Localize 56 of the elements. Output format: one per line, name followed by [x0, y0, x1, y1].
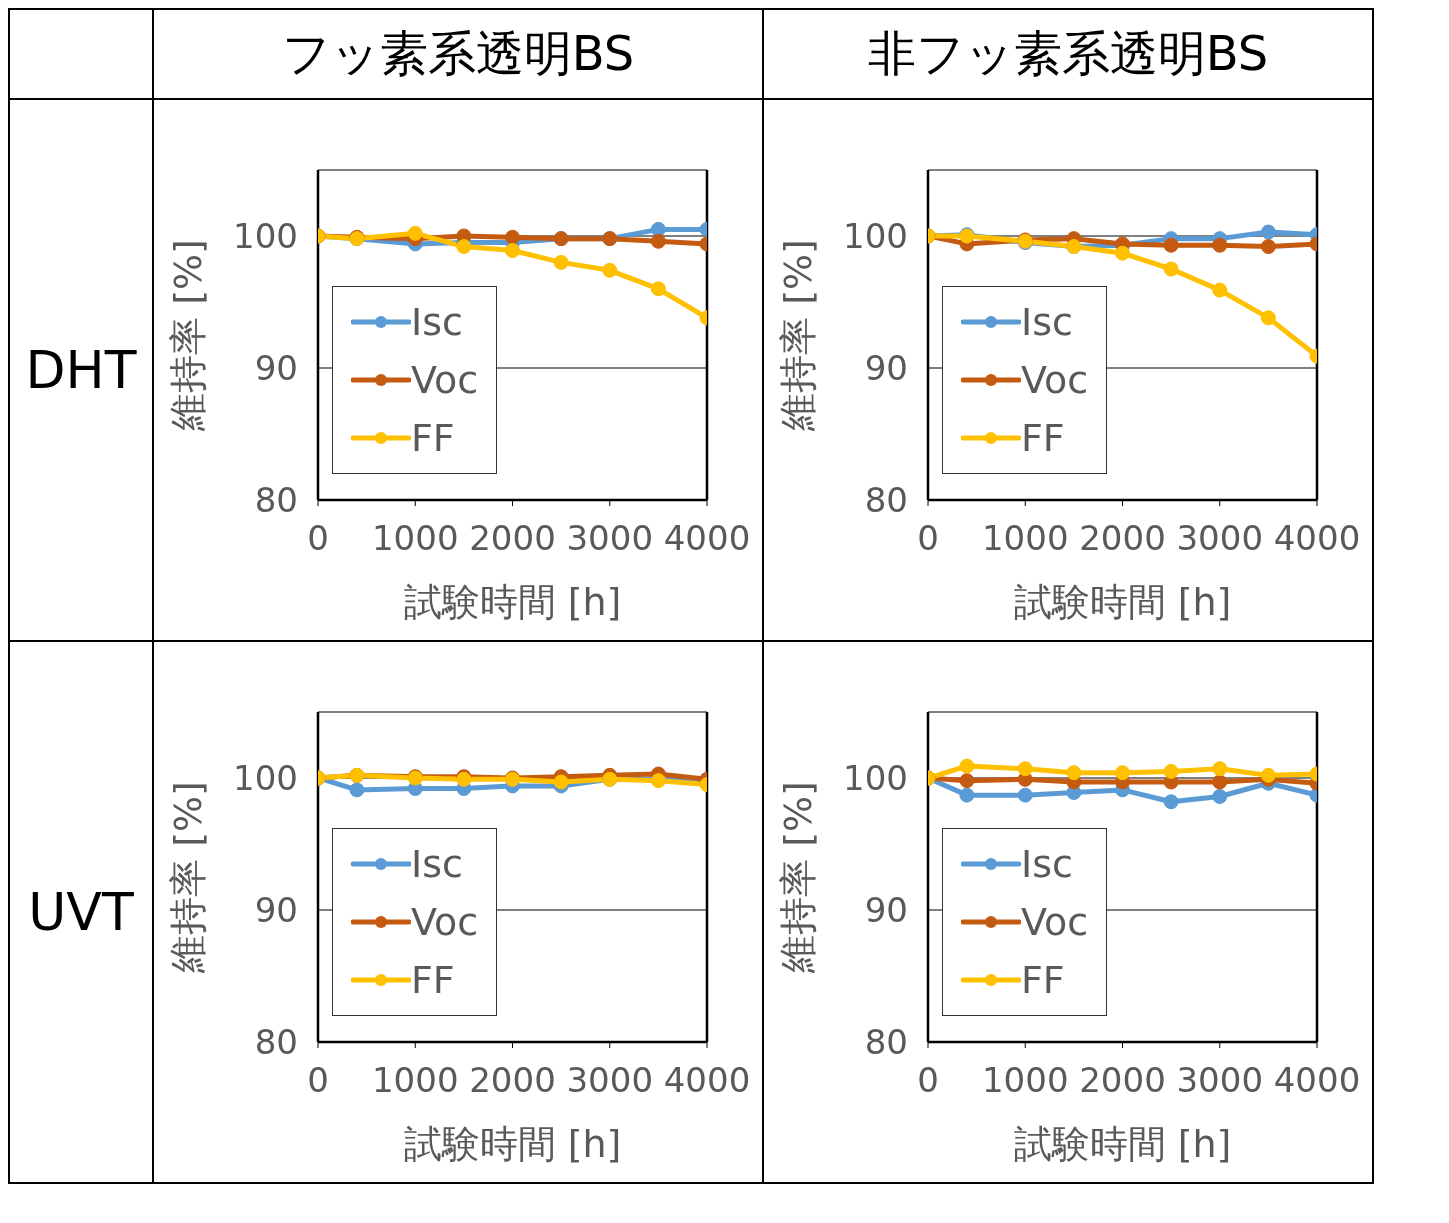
- text: UVT: [27, 882, 135, 942]
- y-axis-title: 維持率 [%]: [776, 781, 821, 974]
- legend-label: FF: [1021, 416, 1065, 460]
- y-tick-label: 90: [254, 890, 298, 931]
- legend-label: Voc: [411, 358, 479, 402]
- y-tick-label: 90: [254, 348, 298, 389]
- x-tick-label: 0: [917, 1060, 939, 1101]
- x-tick-label: 1000: [981, 1060, 1069, 1101]
- legend-label: FF: [411, 416, 455, 460]
- y-tick-label: 100: [233, 758, 298, 799]
- x-axis-title: 試験時間 [h]: [403, 580, 622, 624]
- y-tick-label: 90: [864, 890, 908, 931]
- x-tick-label: 3000: [566, 518, 654, 559]
- y-tick-label: 80: [254, 480, 298, 521]
- x-tick-label: 2000: [1079, 1060, 1166, 1101]
- x-tick-label: 3000: [566, 1060, 654, 1101]
- y-tick-label: 80: [254, 1022, 298, 1063]
- y-axis-title: 維持率 [%]: [166, 239, 211, 432]
- y-axis-title: 維持率 [%]: [166, 781, 211, 974]
- chart-title: 非フッ素系透明BS: [763, 9, 1373, 99]
- x-axis-title: 試験時間 [h]: [1013, 1122, 1232, 1166]
- y-tick-label: 90: [864, 348, 908, 389]
- x-tick-label: 2000: [469, 518, 556, 559]
- x-tick-label: 1000: [981, 518, 1069, 559]
- legend-label: Isc: [1021, 842, 1073, 886]
- legend-label: Voc: [1021, 358, 1089, 402]
- y-tick-label: 100: [843, 216, 908, 257]
- x-tick-label: 4000: [663, 518, 751, 559]
- y-tick-label: 80: [864, 1022, 908, 1063]
- legend-label: Isc: [1021, 300, 1073, 344]
- chart-title: フッ素系透明BS: [153, 9, 763, 99]
- legend-label: Isc: [411, 842, 463, 886]
- y-tick-label: 100: [843, 758, 908, 799]
- text: DHT: [24, 340, 138, 400]
- x-tick-label: 3000: [1176, 518, 1264, 559]
- y-tick-label: 80: [864, 480, 908, 521]
- x-tick-label: 3000: [1176, 1060, 1264, 1101]
- legend-label: FF: [1021, 958, 1065, 1002]
- legend-label: Voc: [1021, 900, 1089, 944]
- x-tick-label: 1000: [371, 1060, 459, 1101]
- x-axis-title: 試験時間 [h]: [1013, 580, 1232, 624]
- x-tick-label: 0: [307, 1060, 329, 1101]
- x-tick-label: 0: [307, 518, 329, 559]
- x-axis-title: 試験時間 [h]: [403, 1122, 622, 1166]
- x-tick-label: 2000: [469, 1060, 556, 1101]
- legend-label: Isc: [411, 300, 463, 344]
- y-tick-label: 100: [233, 216, 298, 257]
- x-tick-label: 2000: [1079, 518, 1166, 559]
- x-tick-label: 4000: [663, 1060, 751, 1101]
- legend-label: Voc: [411, 900, 479, 944]
- y-axis-title: 維持率 [%]: [776, 239, 821, 432]
- x-tick-label: 0: [917, 518, 939, 559]
- x-tick-label: 4000: [1273, 1060, 1361, 1101]
- x-tick-label: 4000: [1273, 518, 1361, 559]
- x-tick-label: 1000: [371, 518, 459, 559]
- legend-label: FF: [411, 958, 455, 1002]
